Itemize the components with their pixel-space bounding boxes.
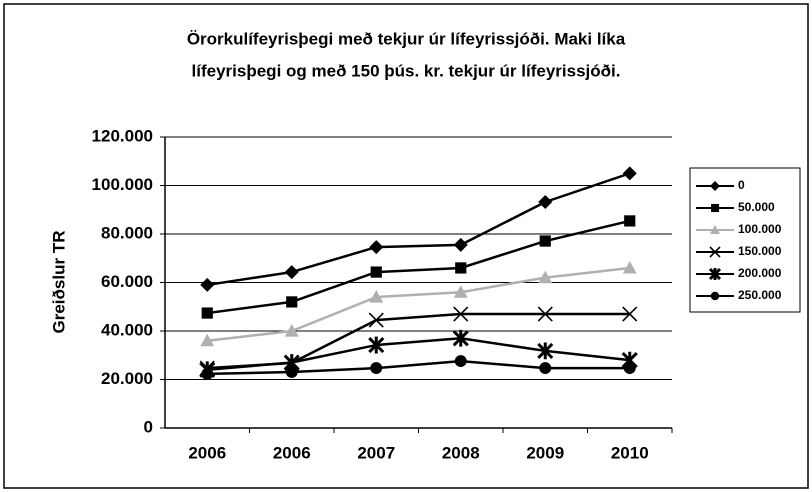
series-line	[207, 266, 630, 342]
marker	[709, 246, 721, 258]
marker	[453, 237, 468, 252]
marker	[368, 336, 385, 354]
marker	[539, 235, 551, 247]
marker	[455, 262, 467, 274]
marker	[538, 194, 553, 209]
y-tick-label: 0	[144, 417, 153, 436]
marker	[623, 362, 636, 375]
marker	[622, 306, 638, 322]
marker	[622, 166, 637, 181]
marker	[201, 367, 214, 380]
legend-label: 200.000	[738, 266, 782, 280]
x-tick-label: 2008	[442, 443, 480, 462]
legend-box	[689, 167, 801, 313]
chart-title: lífeyrisþegi og með 150 þús. kr. tekjur …	[192, 61, 621, 80]
series-line	[207, 219, 631, 315]
marker	[201, 307, 213, 319]
series-line	[207, 337, 630, 372]
marker	[710, 291, 720, 301]
marker	[370, 362, 383, 375]
y-tick-label: 40.000	[101, 320, 153, 339]
marker	[708, 267, 722, 281]
x-tick-label: 2010	[611, 443, 649, 462]
legend-label: 50.000	[738, 200, 775, 214]
marker	[453, 306, 469, 322]
legend-label: 250.000	[738, 288, 782, 302]
marker	[622, 260, 637, 274]
marker	[286, 296, 298, 308]
marker	[369, 240, 384, 255]
x-tick-label: 2007	[357, 443, 395, 462]
marker	[454, 355, 467, 368]
marker	[285, 366, 298, 378]
y-tick-label: 80.000	[101, 223, 153, 242]
y-tick-label: 120.000	[92, 126, 153, 145]
legend-label: 100.000	[738, 222, 782, 236]
marker	[537, 306, 553, 322]
x-tick-label: 2006	[273, 443, 311, 462]
series-line	[207, 359, 630, 376]
y-axis-label: Greiðslur TR	[49, 231, 68, 334]
chart-title: Örorkulífeyrisþegi með tekjur úr lífeyri…	[187, 29, 626, 48]
y-tick-label: 20.000	[101, 369, 153, 388]
marker	[370, 266, 382, 278]
marker	[538, 270, 553, 284]
marker	[710, 181, 720, 191]
legend-label: 0	[738, 178, 745, 192]
x-tick-label: 2009	[526, 443, 564, 462]
marker	[200, 333, 215, 347]
marker	[200, 277, 215, 292]
y-tick-label: 60.000	[101, 272, 153, 291]
marker	[368, 312, 384, 328]
marker	[369, 290, 384, 303]
marker	[710, 225, 720, 234]
series-line	[207, 172, 631, 287]
marker	[624, 215, 636, 227]
marker	[539, 362, 552, 375]
x-tick-label: 2006	[188, 443, 226, 462]
marker	[711, 204, 719, 212]
marker	[284, 324, 299, 337]
marker	[537, 342, 554, 360]
legend-label: 150.000	[738, 244, 782, 258]
marker	[452, 329, 469, 347]
marker	[284, 265, 299, 280]
y-tick-label: 100.000	[92, 175, 153, 194]
marker	[453, 285, 468, 298]
